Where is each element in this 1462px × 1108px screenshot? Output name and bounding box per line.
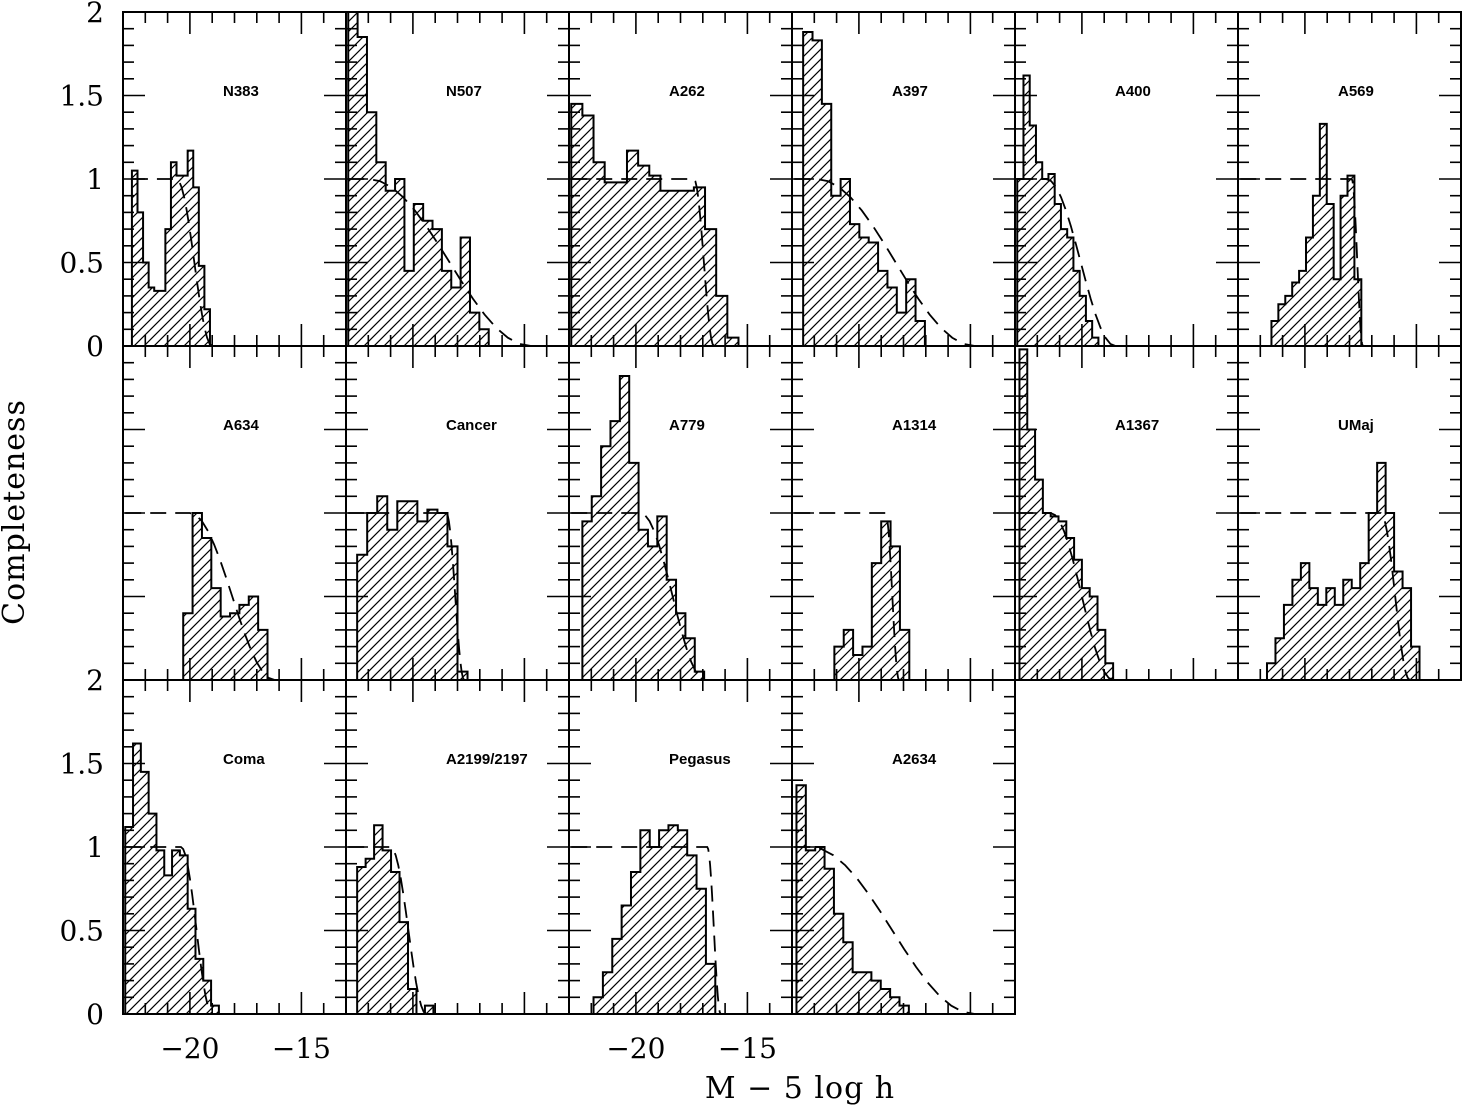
panel-n507: N507 [345,11,570,347]
y-tick-labels: 0 0.5 1 1.5 2 0 0.5 1 1.5 2 [59,0,104,1031]
panel-ticks [345,345,570,681]
panel-n383: N383 [122,11,347,347]
histogram [581,375,706,681]
completeness-curve [1017,512,1140,681]
y-tick-label: 2 [86,0,104,29]
panel-a2634: A2634 [791,679,1016,1015]
histogram [182,512,277,681]
panel-label: A262 [669,83,705,100]
panel-label: A1314 [892,417,937,434]
panel-label: A400 [1115,83,1151,100]
histogram [1016,74,1100,347]
histogram [1265,461,1421,681]
x-axis-title: M − 5 log h [705,1071,895,1106]
completeness-curve [125,846,219,1015]
panel-label: A634 [223,417,260,434]
histogram [347,11,490,347]
panel-ticks [1014,345,1239,681]
panel-label: N507 [446,83,482,100]
histogram [833,520,911,681]
panel-a1367: A1367 [1014,345,1239,681]
histogram [124,742,220,1015]
panel-label: A2199/2197 [446,751,528,768]
panel-label: A397 [892,83,928,100]
histogram [1018,348,1115,681]
panel-coma: Coma [122,679,347,1015]
panel-ticks [1014,11,1239,347]
histogram [356,495,469,681]
panel-a400: A400 [1014,11,1239,347]
completeness-curve [348,846,433,1015]
completeness-curve [1017,178,1140,347]
y-tick-label: 1 [86,163,104,196]
completeness-curve [348,178,558,347]
panel-a634: A634 [122,345,347,681]
y-tick-label: 0 [86,998,104,1031]
panel-a779: A779 [568,345,793,681]
completeness-curve [1240,512,1419,681]
completeness-curve [571,178,728,347]
panel-a2199-2197: A2199/2197 [345,679,570,1015]
panel-pegasus: Pegasus [568,679,793,1015]
panel-ticks [568,345,793,681]
panel-label: Coma [223,751,265,768]
x-tick-label: −15 [272,1032,331,1065]
panel-label: A569 [1338,83,1374,100]
panel-ticks [791,11,1016,347]
y-tick-label: 0 [86,330,104,363]
y-axis-title: Completeness [0,399,32,625]
completeness-curve [348,512,471,681]
histogram [592,824,717,1015]
y-tick-label: 2 [86,664,104,697]
histogram [130,149,216,347]
y-tick-label: 1.5 [59,80,104,113]
y-tick-label: 0.5 [59,247,104,280]
y-tick-label: 1 [86,831,104,864]
x-tick-label: −20 [160,1032,219,1065]
histogram [356,824,435,1015]
panel-label: Pegasus [669,751,731,768]
histogram [1270,122,1363,347]
completeness-curve [571,512,721,681]
completeness-curve [794,178,1002,347]
panel-label: A2634 [892,751,937,768]
completeness-curve [794,846,1002,1015]
histogram [802,31,926,347]
panel-label: Cancer [446,417,497,434]
panel-ticks [345,11,570,347]
panel-label: A779 [669,417,705,434]
panel-label: N383 [223,83,259,100]
panel-a1314: A1314 [791,345,1016,681]
histogram [795,784,910,1015]
panel-label: UMaj [1338,417,1374,434]
panel-umaj: UMaj [1237,345,1462,681]
panel-cancer: Cancer [345,345,570,681]
completeness-curve [1240,178,1364,347]
completeness-curve [794,512,911,681]
panel-a397: A397 [791,11,1016,347]
x-tick-label: −15 [718,1032,777,1065]
y-tick-label: 0.5 [59,915,104,948]
panel-grid: N383 N507 A262 A397 A400 A569 A634 Cancer A779 A1… [122,11,1462,1015]
panel-label: A1367 [1115,417,1159,434]
completeness-curve [131,178,217,347]
x-tick-labels: −20 −15 −20 −15 [160,1032,777,1065]
y-tick-label: 1.5 [59,748,104,781]
panel-ticks [1237,345,1462,681]
histogram [570,102,740,347]
completeness-curve [125,512,300,681]
x-tick-label: −20 [606,1032,665,1065]
panel-ticks [791,679,1016,1015]
panel-a262: A262 [568,11,793,347]
panel-a569: A569 [1237,11,1462,347]
